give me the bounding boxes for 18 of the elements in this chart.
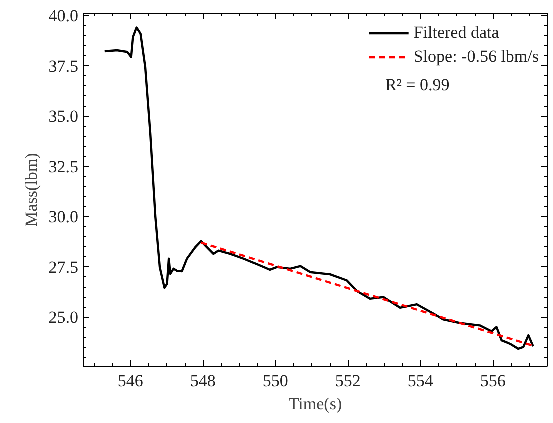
y-tick-label: 27.5 [48, 258, 78, 277]
y-axis-title: Mass(lbm) [22, 153, 41, 227]
annotation: R² = 0.99 [386, 76, 450, 94]
y-tick-label: 32.5 [48, 157, 78, 176]
x-tick-label: 552 [335, 372, 361, 390]
x-axis-title: Time(s) [288, 394, 342, 414]
y-tick-label: 30.0 [48, 208, 78, 227]
y-tick-label: 40.0 [48, 6, 78, 26]
legend-label: Slope: -0.56 lbm/s [414, 46, 539, 68]
x-tick-label: 556 [480, 372, 506, 390]
x-tick-label: 546 [118, 372, 144, 390]
x-tick-label: 554 [408, 372, 434, 390]
legend-label: Filtered data [414, 22, 500, 44]
x-tick-label: 550 [262, 372, 288, 390]
x-tick-label: 548 [190, 372, 216, 390]
y-tick-label: 25.0 [48, 308, 78, 328]
y-tick-label: 37.5 [48, 56, 78, 76]
y-tick-label: 35.0 [48, 107, 78, 126]
